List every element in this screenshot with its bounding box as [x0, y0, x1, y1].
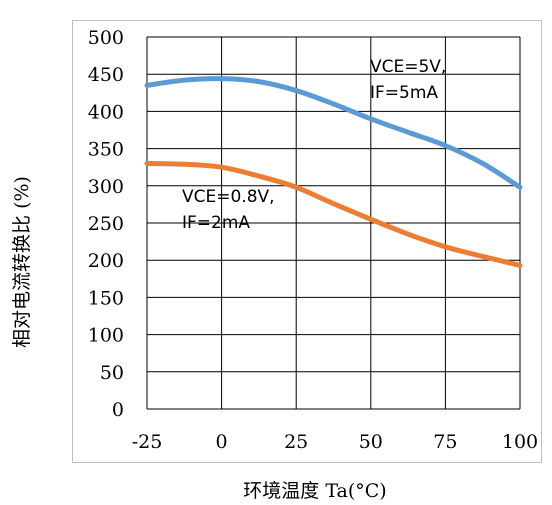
y-axis-title: 相对电流转换比 (%) [11, 176, 33, 348]
x-axis-title: 环境温度 Ta(°C) [243, 480, 386, 502]
x-tick-label: -25 [132, 431, 163, 453]
x-tick-label: 0 [216, 431, 228, 453]
y-tick-label: 450 [88, 64, 124, 86]
series-line-2 [144, 160, 523, 268]
x-tick-labels: -25 0 25 50 75 100 [132, 431, 538, 453]
y-tick-label: 150 [88, 287, 124, 309]
y-tick-label: 0 [112, 399, 124, 421]
series-annotation-2: IF=2mA [182, 213, 250, 233]
series-group [144, 76, 523, 268]
series-annotation-2: VCE=0.8V, [182, 187, 275, 207]
series-annotation-1: VCE=5V, [370, 57, 446, 77]
y-tick-labels: 0 50 100 150 200 250 300 350 400 450 500 [88, 27, 124, 421]
y-tick-label: 250 [88, 213, 124, 235]
y-tick-label: 300 [88, 176, 124, 198]
series-annotation-1: IF=5mA [370, 83, 438, 103]
y-tick-label: 50 [100, 362, 124, 384]
y-tick-label: 350 [88, 139, 124, 161]
x-tick-label: 50 [359, 431, 383, 453]
annotations: VCE=5V, IF=5mA VCE=0.8V, IF=2mA [182, 57, 446, 233]
x-tick-label: 25 [284, 431, 308, 453]
y-tick-label: 500 [88, 27, 124, 49]
chart-area-border [72, 20, 542, 463]
grid [146, 36, 521, 410]
y-tick-label: 100 [88, 325, 124, 347]
y-tick-label: 200 [88, 250, 124, 272]
series-line-1 [144, 76, 523, 190]
x-tick-label: 100 [502, 431, 538, 453]
x-tick-label: 75 [433, 431, 457, 453]
y-tick-label: 400 [88, 101, 124, 123]
